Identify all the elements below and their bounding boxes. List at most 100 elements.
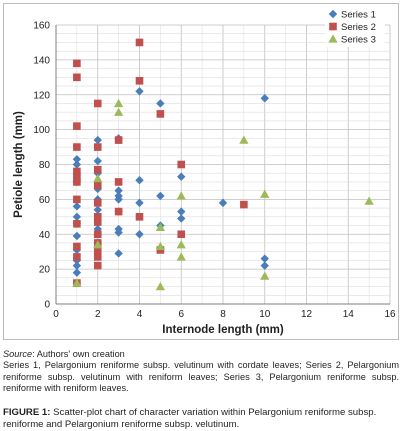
series-1-point (177, 214, 186, 223)
y-tick-label: 160 (33, 21, 50, 32)
series-1-point (135, 87, 144, 96)
series-3-point (260, 189, 270, 198)
series-1-point (72, 261, 82, 270)
legend-marker (329, 22, 337, 31)
series-3-point (176, 252, 186, 261)
series-1-point (156, 99, 165, 108)
series-1-point (177, 207, 186, 216)
series-1-point (72, 160, 82, 169)
x-tick-label: 8 (220, 309, 226, 320)
series-2-point (177, 230, 186, 239)
series-1-point (114, 228, 123, 237)
series-3-point (155, 241, 165, 251)
series-2-point (73, 73, 81, 82)
series-2-point (135, 77, 144, 85)
x-tick-label: 4 (137, 309, 143, 320)
series-2-point (114, 136, 123, 144)
series-1-point (260, 261, 269, 270)
series-1-point (135, 175, 144, 185)
x-tick-label: 6 (178, 309, 184, 320)
figure-label: FIGURE 1: (3, 407, 51, 418)
legend-marker (328, 34, 338, 43)
series-2-point (73, 172, 81, 181)
x-tick-label: 10 (259, 309, 271, 320)
series-2-point (93, 99, 102, 108)
series-3-point (155, 281, 165, 291)
series-2-point (114, 207, 123, 216)
x-tick-label: 16 (384, 309, 396, 320)
series-1-point (156, 191, 165, 201)
series-2-point (135, 213, 144, 221)
series-1-point (218, 198, 228, 208)
series-2-point (73, 143, 81, 151)
series-1-point (72, 268, 82, 277)
y-tick-label: 60 (39, 195, 51, 206)
x-tick-label: 12 (301, 309, 313, 320)
legend-label: Series 2 (341, 22, 376, 33)
series-2-point (156, 110, 165, 118)
series-3-point (93, 240, 103, 249)
chart-panel: 0 2 4 6 8 10 12 14 16 0 20 40 60 80 100 120 140 160 Intern… (3, 3, 399, 340)
y-axis-title: Petiole length (mm) (13, 111, 25, 218)
series-3-point (72, 278, 82, 287)
x-axis-title: Internode length (mm) (162, 324, 284, 336)
series-1-point (114, 186, 123, 195)
series-1-point (93, 135, 102, 145)
y-tick-label: 0 (44, 300, 50, 311)
series-2-point (93, 165, 102, 174)
series-1-point (260, 94, 269, 103)
series-3-point (114, 107, 124, 116)
x-tick-label: 2 (95, 309, 101, 320)
series-3-points (72, 98, 374, 291)
series-2-point (73, 195, 81, 204)
series-2-point (93, 181, 102, 190)
y-tick-label: 100 (33, 125, 50, 136)
series-1-point (72, 155, 82, 164)
legend-marker (328, 9, 338, 19)
y-tick-label: 80 (39, 160, 51, 171)
figure-caption: FIGURE 1: Scatter-plot chart of characte… (3, 407, 399, 431)
series-3-point (93, 173, 103, 183)
source-label: Source (3, 349, 33, 359)
series-2-point (73, 219, 81, 228)
series-1-point (177, 172, 186, 181)
series-2-point (93, 218, 102, 226)
series-2-point (177, 160, 186, 169)
series-1-point (72, 231, 82, 241)
source-line: Source: Authors' own creation (3, 349, 399, 361)
series-note: Series 1, Pelargonium reniforme subsp. v… (3, 360, 399, 394)
series-2-point (93, 143, 102, 151)
series-3-point (176, 240, 186, 249)
series-3-point (260, 271, 270, 280)
series-3-point (176, 191, 186, 200)
series-2-point (73, 242, 81, 251)
y-tick-label: 140 (33, 55, 50, 66)
scatter-chart: 0 2 4 6 8 10 12 14 16020406080100120140160Intern… (13, 6, 396, 336)
series-2-point (73, 59, 81, 68)
series-1-point (135, 198, 144, 208)
legend-label: Series 3 (341, 35, 376, 46)
series-1-point (72, 212, 82, 222)
figure-text: Scatter-plot chart of character variatio… (3, 407, 377, 430)
series-3-point (239, 135, 249, 144)
series-2-point (73, 122, 81, 130)
y-tick-label: 120 (33, 90, 50, 101)
x-tick-label: 14 (343, 309, 355, 320)
y-tick-label: 20 (39, 265, 51, 276)
series-1-point (93, 205, 102, 215)
series-2-point (93, 246, 102, 254)
series-2-point (73, 167, 81, 176)
series-2-point (93, 253, 102, 261)
series-2-point (93, 261, 102, 270)
y-tick-label: 40 (39, 230, 51, 241)
series-1-point (93, 156, 102, 166)
series-2-point (93, 199, 102, 207)
series-1-point (114, 195, 123, 204)
series-3-point (114, 98, 124, 108)
series-2-point (114, 178, 123, 186)
series-1-point (72, 202, 82, 211)
series-2-point (93, 230, 102, 239)
series-1-point (114, 249, 123, 258)
series-2-point (73, 253, 81, 261)
